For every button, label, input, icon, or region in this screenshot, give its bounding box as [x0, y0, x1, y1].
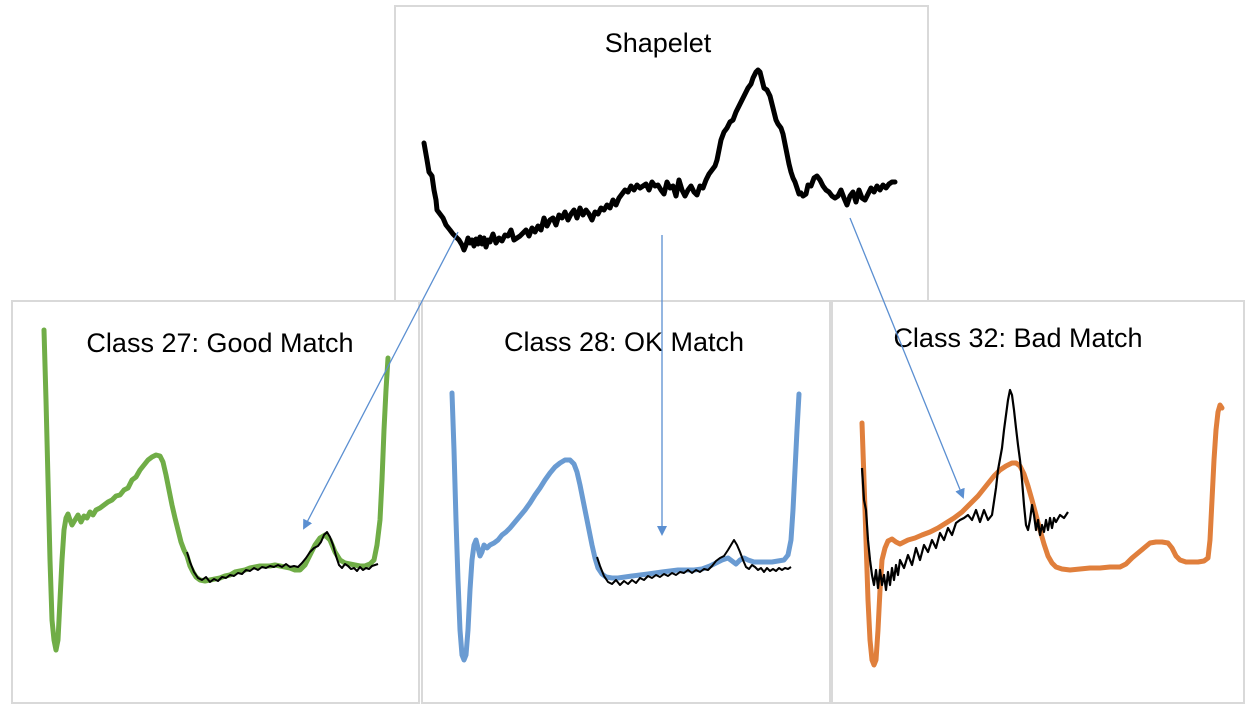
class-28-title: Class 28: OK Match: [503, 327, 745, 357]
class-27-panel: [11, 300, 420, 704]
class-28-panel: [421, 300, 831, 704]
class-32-title: Class 32: Bad Match: [893, 323, 1143, 353]
class-32-panel: [831, 300, 1245, 704]
shapelet-title: Shapelet: [604, 28, 712, 58]
class-27-title: Class 27: Good Match: [86, 328, 354, 358]
